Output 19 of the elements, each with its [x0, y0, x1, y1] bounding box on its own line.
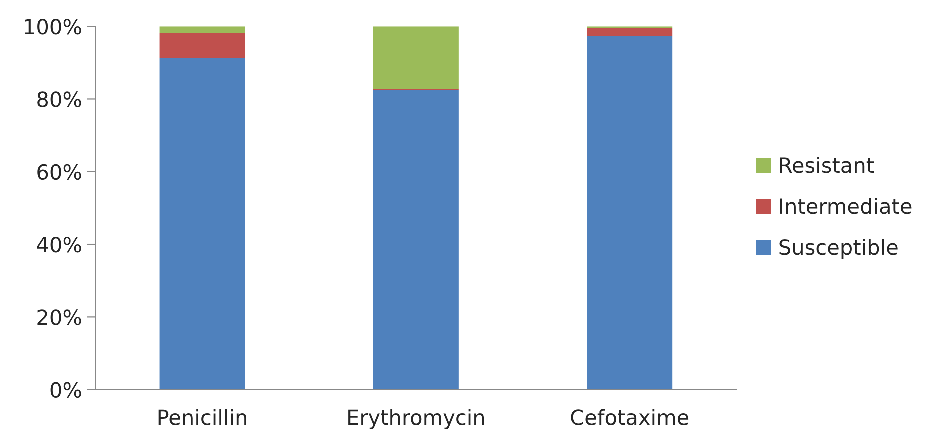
y-tick-label: 100% [25, 19, 82, 35]
bar [160, 33, 246, 59]
y-tick-label: 40% [37, 236, 82, 253]
bar [587, 36, 673, 390]
x-tick-label: Erythromycin [348, 409, 484, 430]
bar [373, 90, 459, 390]
y-tick-label: 60% [38, 164, 82, 180]
bar [373, 26, 459, 90]
y-tick-label: 80% [38, 92, 82, 108]
x-tick-label: Penicillin [158, 409, 246, 426]
bar [160, 58, 246, 390]
legend-label: Resistant [780, 157, 874, 174]
bar [587, 28, 673, 36]
legend-label: Susceptible [780, 239, 898, 260]
x-tick-label: Cefotaxime [571, 409, 689, 426]
y-tick-label: 0% [50, 382, 82, 398]
bar [160, 26, 246, 34]
y-tick-label: 20% [38, 310, 82, 326]
legend-label: Intermediate [780, 198, 912, 214]
